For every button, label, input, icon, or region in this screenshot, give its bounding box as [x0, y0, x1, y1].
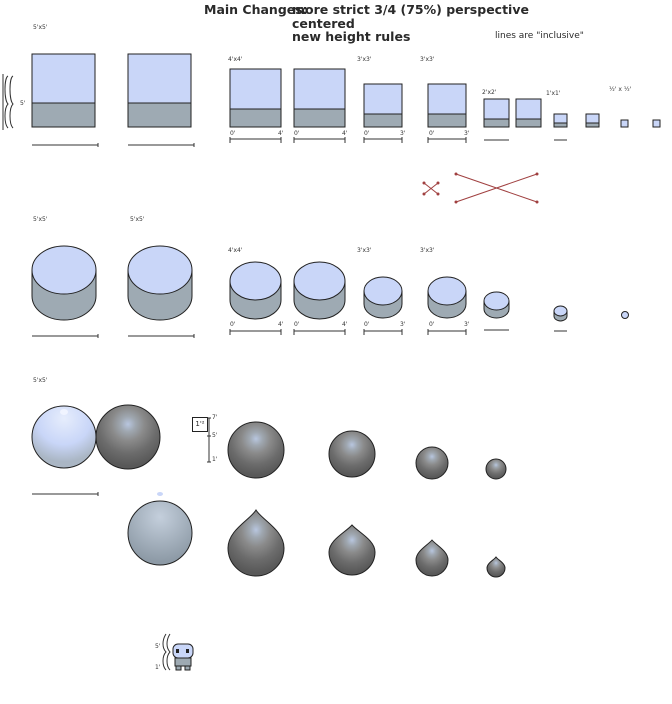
sphere-dark-3x3: [328, 430, 376, 478]
header-line-2: centered: [292, 16, 355, 31]
teardrop-4x4: [227, 509, 285, 577]
label-5x5-a: 5'x5': [33, 24, 48, 31]
box-5x5-b: [127, 53, 192, 128]
label-1x1: 1'x1': [546, 90, 561, 97]
label-3x3-c: 3'x3': [357, 247, 372, 254]
tick-4-a: 4': [278, 130, 284, 137]
tick-0-e: 0': [230, 321, 236, 328]
cylinder-5x5-b: [127, 245, 193, 321]
height-5ft: 5': [212, 432, 218, 439]
character-sprite: [162, 633, 194, 671]
tick-0-h: 0': [429, 321, 435, 328]
box-5x5-a: [31, 53, 96, 128]
tick-0-c: 0': [364, 130, 370, 137]
perspective-guide-points: [422, 172, 539, 204]
cylinder-1x1: [553, 305, 568, 322]
tick-3-g: 3': [400, 321, 406, 328]
box-2x2-b: [515, 98, 542, 128]
label-half: ½' x ½': [609, 86, 632, 93]
measure-lines-row1: [32, 137, 567, 147]
header-line-3: new height rules: [292, 29, 411, 44]
tick-4-e: 4': [278, 321, 284, 328]
sphere-dark-1x1: [485, 458, 507, 480]
cylinder-half: [621, 311, 629, 319]
teardrop-1x1: [486, 556, 506, 578]
height-bracket-row1: [2, 74, 14, 130]
perspective-guide: [423, 173, 538, 203]
label-2x2: 2'x2': [482, 89, 497, 96]
box-1x1-a: [553, 113, 568, 128]
height-box-label: 1'²: [192, 417, 208, 432]
cylinder-2x2: [483, 291, 510, 319]
label-4x4-b: 4'x4': [228, 247, 243, 254]
box-half-a: [620, 119, 629, 128]
label-4x4-a: 4'x4': [228, 56, 243, 63]
tick-0-a: 0': [230, 130, 236, 137]
cylinder-3x3-a: [363, 276, 403, 319]
tick-0-f: 0': [294, 321, 300, 328]
sphere-light-5x5: [31, 405, 97, 469]
tick-0-d: 0': [429, 130, 435, 137]
header-line-1: more strict 3/4 (75%) perspective: [292, 2, 529, 17]
sphere-grey-5x5: [127, 492, 193, 566]
cylinder-3x3-b: [427, 276, 467, 319]
label-3x3-d: 3'x3': [420, 247, 435, 254]
char-height-5ft: 5': [155, 643, 161, 650]
sphere-dark-2x2: [415, 446, 449, 480]
box-4x4-a: [229, 68, 282, 128]
tick-4-b: 4': [342, 130, 348, 137]
box-4x4-b: [293, 68, 346, 128]
teardrop-3x3: [328, 524, 376, 576]
height-1ft: 1': [212, 456, 218, 463]
label-5x5-d: 5'x5': [33, 377, 48, 384]
box-1x1-b: [585, 113, 600, 128]
header-prefix: Main Changes:: [204, 2, 308, 17]
height-7ft: 7': [212, 414, 218, 421]
label-5x5-b: 5'x5': [33, 216, 48, 223]
measure-line-row3: [32, 492, 99, 496]
height-scale: [207, 417, 211, 463]
tick-0-b: 0': [294, 130, 300, 137]
tick-4-f: 4': [342, 321, 348, 328]
cylinder-4x4-b: [293, 261, 346, 320]
teardrop-2x2: [415, 539, 449, 577]
label-3x3-b: 3'x3': [420, 56, 435, 63]
sphere-dark-4x4: [227, 421, 285, 479]
label-height-5ft: 5': [20, 100, 26, 107]
tick-3-d: 3': [464, 130, 470, 137]
tick-3-h: 3': [464, 321, 470, 328]
tick-3-c: 3': [400, 130, 406, 137]
cylinder-5x5-a: [31, 245, 97, 321]
tick-0-g: 0': [364, 321, 370, 328]
lines-inclusive-note: lines are "inclusive": [495, 31, 584, 41]
box-2x2-a: [483, 98, 510, 128]
box-3x3-a: [363, 83, 403, 128]
box-3x3-b: [427, 83, 467, 128]
cylinder-4x4-a: [229, 261, 282, 320]
measure-lines-row2: [32, 329, 567, 338]
char-height-1ft: 1': [155, 664, 161, 671]
label-5x5-c: 5'x5': [130, 216, 145, 223]
box-half-b: [652, 119, 661, 128]
label-3x3-a: 3'x3': [357, 56, 372, 63]
sphere-dark-5x5: [95, 404, 161, 470]
